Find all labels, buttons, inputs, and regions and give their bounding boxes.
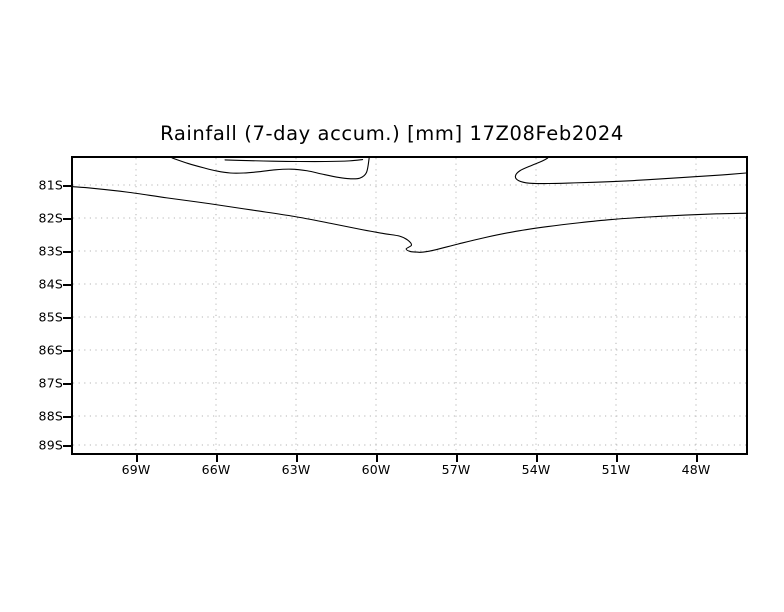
x-tick-label: 66W [201, 462, 231, 477]
x-tick-mark [136, 455, 138, 462]
x-tick-mark [536, 455, 538, 462]
y-tick-label: 86S [38, 342, 63, 358]
y-tick-mark [63, 218, 71, 220]
y-tick-mark [63, 284, 71, 286]
x-tick-label: 69W [121, 462, 151, 477]
contour-line [171, 158, 370, 180]
y-tick-label: 87S [38, 375, 63, 391]
x-tick-mark [616, 455, 618, 462]
contour-line [514, 158, 746, 185]
contour-lines [73, 158, 746, 253]
y-tick-label: 89S [38, 437, 63, 453]
x-tick-mark [216, 455, 218, 462]
x-tick-label: 57W [441, 462, 471, 477]
y-tick-label: 81S [38, 177, 63, 193]
plot-area [71, 156, 748, 455]
y-tick-mark [63, 185, 71, 187]
x-axis-labels: 69W 66W 63W 60W 57W 54W 51W 48W [71, 462, 748, 482]
y-tick-mark [63, 317, 71, 319]
y-axis-labels: 81S 82S 83S 84S 85S 86S 87S 88S 89S [0, 156, 63, 455]
y-tick-label: 88S [38, 408, 63, 424]
x-tick-label: 48W [681, 462, 711, 477]
contour-line [73, 186, 746, 253]
y-tick-label: 83S [38, 243, 63, 259]
x-tick-label: 60W [361, 462, 391, 477]
y-tick-label: 85S [38, 309, 63, 325]
y-tick-mark [63, 445, 71, 447]
y-tick-label: 82S [38, 210, 63, 226]
x-tick-label: 51W [601, 462, 631, 477]
y-tick-mark [63, 383, 71, 385]
x-tick-mark [696, 455, 698, 462]
y-tick-mark [63, 416, 71, 418]
x-tick-label: 63W [281, 462, 311, 477]
x-tick-mark [296, 455, 298, 462]
x-tick-mark [456, 455, 458, 462]
x-tick-mark [376, 455, 378, 462]
y-tick-mark [63, 251, 71, 253]
contour-line [224, 159, 364, 163]
gridlines [73, 158, 746, 453]
y-tick-mark [63, 350, 71, 352]
x-tick-label: 54W [521, 462, 551, 477]
plot-title: Rainfall (7-day accum.) [mm] 17Z08Feb202… [160, 122, 624, 145]
y-tick-label: 84S [38, 276, 63, 292]
